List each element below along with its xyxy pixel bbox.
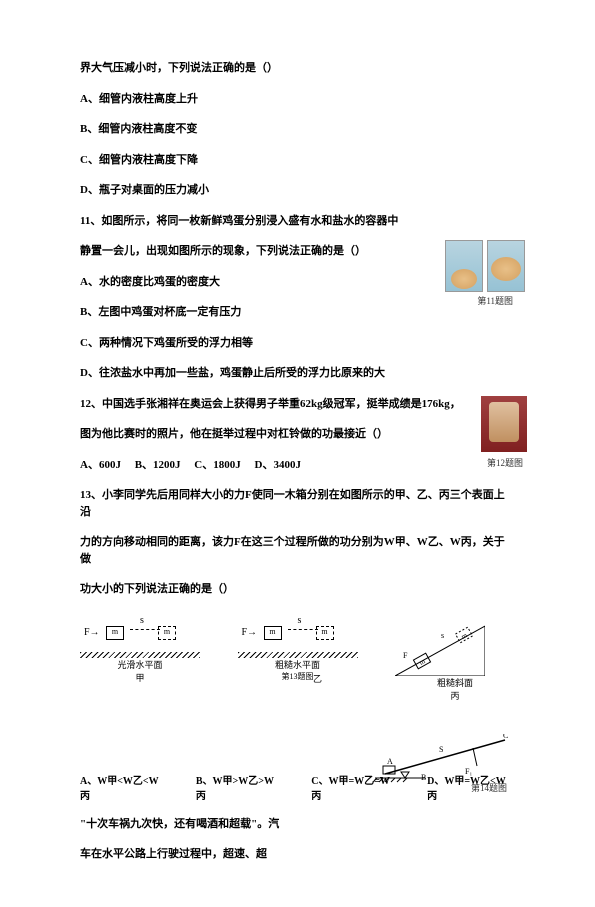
q10-opt-c: C、细管内液柱高度下降 <box>80 152 515 169</box>
s-label: s <box>298 615 302 626</box>
jia-label: 甲 <box>80 671 200 684</box>
q12-opt-d: D、3400J <box>255 459 301 471</box>
q13-stem2: 力的方向移动相同的距离，该力F在这三个过程所做的功分别为W甲、W乙、W丙，关于做 <box>80 534 515 567</box>
q12-image-weightlifter <box>481 396 527 452</box>
q10-intro: 界大气压减小时，下列说法正确的是（） <box>80 60 515 77</box>
diagram-jia: F→ m s m 光滑水平面 甲 <box>80 616 200 702</box>
bing-label: 丙 <box>395 689 515 702</box>
svg-text:C: C <box>503 734 508 740</box>
q14-diagram: A S F₁ B C <box>365 734 515 784</box>
svg-text:B: B <box>421 773 426 782</box>
mass-box-end: m <box>316 626 334 640</box>
mass-box: m <box>264 626 282 640</box>
q10-opt-b: B、细管内液柱高度不变 <box>80 121 515 138</box>
yi-surface-label: 粗糙水平面 <box>238 658 358 671</box>
q11-caption: 第11题图 <box>477 294 513 307</box>
force-label: F→ <box>242 627 258 638</box>
mass-box: m <box>106 626 124 640</box>
q14-caption: 第14题图 <box>471 781 507 794</box>
q13-diagrams: F→ m s m 光滑水平面 甲 F→ m s m 粗糙水平面 第13题图 乙 <box>80 616 515 702</box>
q11-opt-d: D、往浓盐水中再加一些盐，鸡蛋静止后所受的浮力比原来的大 <box>80 365 515 382</box>
q13-stem1: 13、小李同学先后用同样大小的力F使同一木箱分别在如图所示的甲、乙、丙三个表面上… <box>80 487 515 520</box>
diagram-yi: F→ m s m 粗糙水平面 第13题图 乙 <box>238 616 358 702</box>
jia-surface-label: 光滑水平面 <box>80 658 200 671</box>
svg-text:S: S <box>439 745 443 754</box>
svg-text:s: s <box>441 631 444 640</box>
q13-stem3: 功大小的下列说法正确的是（） <box>80 581 515 598</box>
q12-opt-a: A、600J <box>80 459 121 471</box>
q11-image-water <box>445 240 483 292</box>
q11-opt-c: C、两种情况下鸡蛋所受的浮力相等 <box>80 335 515 352</box>
svg-text:F: F <box>403 651 408 660</box>
q12-opt-c: C、1800J <box>194 459 240 471</box>
q11-image-saltwater <box>487 240 525 292</box>
svg-text:F₁: F₁ <box>465 767 472 776</box>
diagram-bing: m m F s 粗糙斜面 丙 <box>395 616 515 702</box>
q13-opt-b: B、W甲>W乙>W丙 <box>196 772 283 802</box>
q10-opt-d: D、瓶子对桌面的压力减小 <box>80 182 515 199</box>
q13-opt-a: A、W甲<W乙<W丙 <box>80 772 168 802</box>
egg-icon <box>451 269 477 289</box>
q14-line1: "十次车祸九次快，还有喝酒和超载"。汽 <box>80 816 515 833</box>
q12-opt-b: B、1200J <box>135 459 181 471</box>
q12-stem2: 图为他比赛时的照片，他在挺举过程中对杠铃做的功最接近（） <box>80 426 515 443</box>
svg-text:A: A <box>387 757 393 766</box>
q12-options: A、600J B、1200J C、1800J D、3400J <box>80 457 515 474</box>
q11-stem1: 11、如图所示，将同一枚新鲜鸡蛋分别浸入盛有水和盐水的容器中 <box>80 213 515 230</box>
q14-line2: 车在水平公路上行驶过程中，超速、超 <box>80 846 515 863</box>
q11-opt-b: B、左图中鸡蛋对杯底一定有压力 <box>80 304 515 321</box>
distance-s <box>288 629 318 630</box>
egg-icon <box>491 257 521 281</box>
distance-s <box>130 629 160 630</box>
q12-caption: 第12题图 <box>487 456 523 469</box>
incline-shape: m m F s <box>395 616 485 676</box>
s-label: s <box>140 615 144 626</box>
bing-surface-label: 粗糙斜面 <box>395 676 515 689</box>
q12-stem1: 12、中国选手张湘祥在奥运会上获得男子举重62kg级冠军，挺举成绩是176kg， <box>80 396 515 413</box>
force-label: F→ <box>84 627 100 638</box>
q10-opt-a: A、细管内液柱高度上升 <box>80 91 515 108</box>
mass-box-end: m <box>158 626 176 640</box>
